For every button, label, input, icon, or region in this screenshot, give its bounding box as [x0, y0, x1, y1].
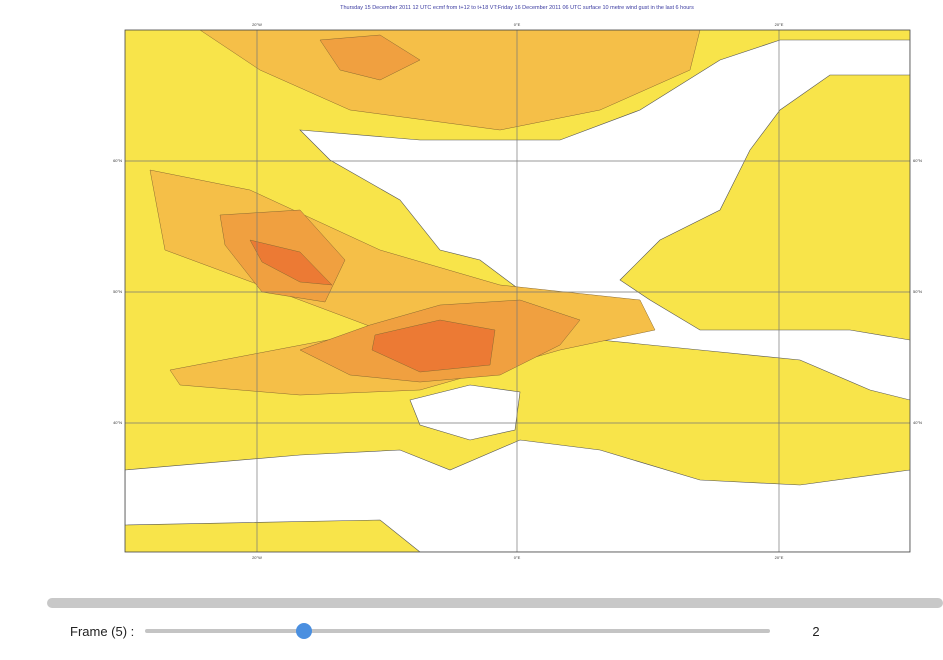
map: [125, 30, 910, 552]
lat-label: 40°N: [913, 420, 922, 425]
calm-zone: [125, 439, 910, 552]
lon-label: 20°W: [252, 555, 262, 560]
wind-zone: [371, 319, 496, 373]
lat-label: 60°N: [913, 158, 922, 163]
lat-label: 40°N: [113, 420, 122, 425]
lon-label: 20°E: [775, 555, 784, 560]
lat-label: 50°N: [913, 289, 922, 294]
lon-label: 0°E: [514, 22, 521, 27]
lat-label: 50°N: [113, 289, 122, 294]
map-title: Thursday 15 December 2011 12 UTC ecmf fr…: [340, 5, 694, 11]
lon-label: 0°E: [514, 555, 521, 560]
slider-knob[interactable]: [296, 623, 312, 639]
frame-value: 2: [812, 624, 819, 639]
frame-label: Frame (5) :: [70, 624, 134, 639]
wind-zone: [199, 30, 701, 131]
lat-label: 60°N: [113, 158, 122, 163]
lon-label: 20°W: [252, 22, 262, 27]
calm-zone: [409, 384, 521, 441]
wind-zone: [249, 239, 333, 286]
scrollbar[interactable]: [47, 598, 943, 608]
graticule: [125, 30, 910, 552]
lon-label: 20°E: [775, 22, 784, 27]
map-frame: [124, 29, 911, 553]
wind-zone: [319, 34, 421, 81]
slider-track[interactable]: [145, 629, 770, 633]
